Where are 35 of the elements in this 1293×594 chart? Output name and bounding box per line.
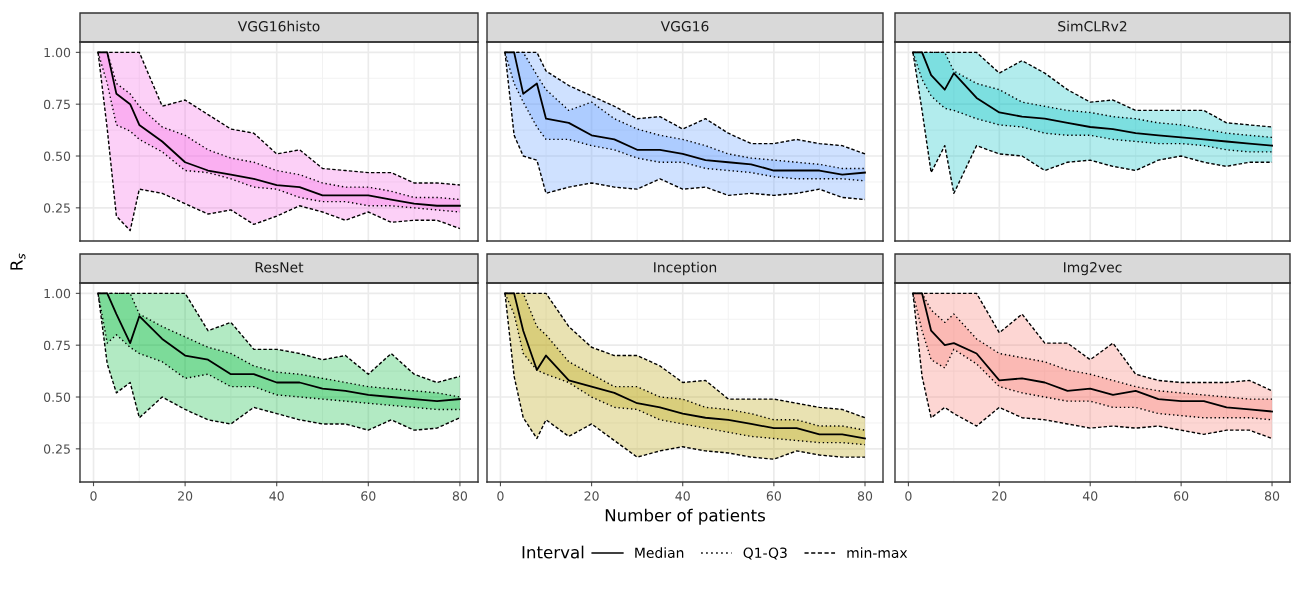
y-tick-label: 1.00 [44,288,71,299]
x-tick-label: 40 [675,491,690,501]
chart-title: VGG16histo [237,20,320,32]
x-tick-label: 80 [452,491,468,501]
chart-title: Inception [654,261,717,276]
x-tick-label: 0 [497,491,504,501]
legend-label: Median [635,547,684,559]
legend-label: Q1-Q3 [743,547,787,560]
x-tick-label: 0 [90,491,97,501]
x-tick-label: 20 [992,491,1007,501]
y-tick-label: 0.25 [43,444,70,454]
x-tick-label: 40 [269,491,284,501]
x-tick-label: 20 [178,491,193,501]
x-tick-label: 80 [857,491,873,501]
x-tick-label: 80 [1264,491,1280,501]
chart-title: VGG16 [660,21,709,32]
x-tick-label: 60 [361,491,376,501]
x-tick-label: 60 [766,491,781,501]
x-tick-label: 0 [905,491,912,501]
chart-title: ResNet [255,262,304,273]
x-axis-title: Number of patients [605,508,765,525]
x-tick-label: 60 [1174,491,1189,501]
y-tick-label: 0.50 [43,151,71,161]
x-tick-label: 40 [1082,491,1098,501]
y-axis-title: R$_{s}$ [10,253,26,270]
y-tick-label: 0.25 [43,203,70,213]
legend-title: Interval [522,545,584,559]
x-tick-label: 20 [584,491,599,501]
legend-label: min-max [847,547,908,559]
y-tick-label: 0.75 [43,340,70,351]
y-tick-label: 0.75 [43,99,70,110]
chart-title: Img2vec [1064,262,1122,276]
y-tick-label: 1.00 [44,47,71,58]
chart-title: SimCLRv2 [1058,20,1127,32]
y-tick-label: 0.50 [43,392,71,402]
